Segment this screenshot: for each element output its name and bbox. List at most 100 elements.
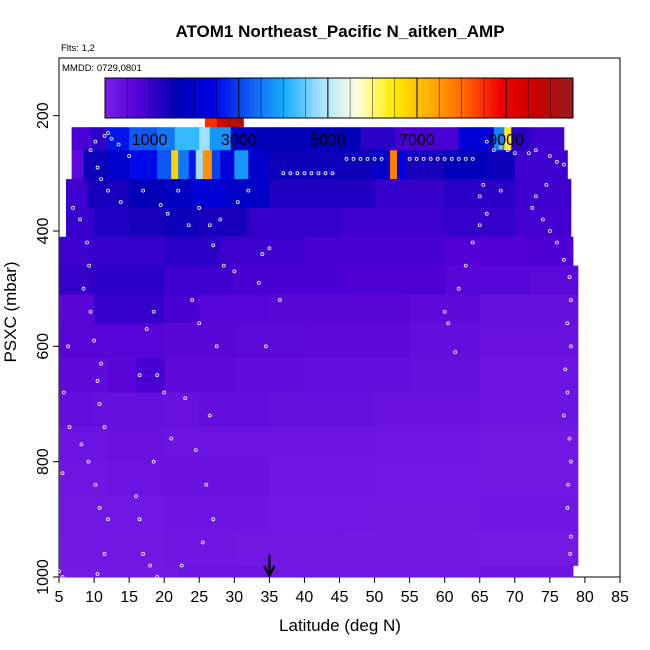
- heatmap-cell: [409, 357, 481, 393]
- observation-point: [477, 194, 482, 199]
- heatmap-cell: [248, 150, 270, 180]
- heatmap-cell: [199, 294, 270, 324]
- x-tick-label: 65: [471, 589, 489, 606]
- colorbar-segment: [463, 78, 469, 118]
- colorbar-segment: [206, 78, 211, 118]
- observation-point: [207, 223, 212, 228]
- colorbar-segment: [413, 78, 418, 118]
- heatmap-cell: [230, 127, 256, 151]
- heatmap-cell: [339, 265, 446, 295]
- heatmap-cell: [479, 461, 579, 497]
- heatmap-cell: [234, 150, 249, 180]
- heatmap-cell: [486, 150, 516, 180]
- observation-point: [169, 436, 174, 441]
- observation-point: [190, 298, 195, 303]
- observation-point: [569, 459, 573, 464]
- heatmap-cell: [409, 323, 481, 359]
- colorbar-segment: [440, 78, 445, 118]
- observation-point: [554, 240, 559, 245]
- observation-point: [344, 157, 349, 161]
- colorbar-segment: [144, 78, 149, 118]
- observation-point: [428, 157, 433, 161]
- heatmap-cell: [234, 323, 305, 359]
- heatmap-cell: [209, 127, 232, 151]
- heatmap-cell: [164, 530, 235, 566]
- colorbar-segment: [257, 78, 262, 118]
- colorbar-segment: [303, 78, 309, 118]
- heatmap-cell: [129, 127, 158, 151]
- x-tick-label: 75: [541, 589, 559, 606]
- heatmap-cell: [479, 530, 579, 566]
- heatmap-cell: [59, 461, 109, 497]
- observation-point: [87, 263, 92, 268]
- colorbar-segment: [358, 78, 363, 118]
- x-tick-label: 55: [401, 589, 419, 606]
- colorbar-segment: [366, 78, 371, 118]
- observation-point: [235, 200, 240, 205]
- colorbar-segment: [132, 78, 137, 118]
- observation-point: [288, 171, 293, 176]
- observation-point: [267, 246, 272, 251]
- colorbar-segment: [456, 78, 461, 118]
- heatmap-cell: [220, 150, 235, 180]
- heatmap-cell: [374, 179, 446, 209]
- colorbar-segment: [225, 78, 231, 118]
- observation-point: [407, 157, 412, 161]
- observation-point: [567, 275, 572, 280]
- colorbar-segment: [194, 78, 199, 118]
- heatmap-cell: [94, 207, 130, 238]
- colorbar-segment: [541, 78, 547, 118]
- heatmap-cell: [444, 207, 516, 238]
- colorbar-segment: [272, 78, 277, 118]
- colorbar-segment: [459, 78, 465, 118]
- colorbar-segment: [288, 78, 293, 118]
- heatmap-cell: [479, 323, 579, 359]
- heatmap-cell: [234, 357, 305, 393]
- colorbar-segment: [530, 78, 535, 118]
- x-tick-label: 40: [296, 589, 314, 606]
- colorbar-tick-label: 9000: [488, 132, 524, 149]
- colorbar-segment: [186, 78, 192, 118]
- heatmap-cell: [129, 150, 158, 180]
- y-axis-label: PSXC (mbar): [1, 261, 20, 362]
- heatmap-cell: [164, 179, 193, 209]
- observation-point: [99, 361, 103, 366]
- observation-point: [263, 344, 268, 349]
- colorbar-segment: [292, 78, 297, 118]
- heatmap-cell: [479, 427, 579, 463]
- heatmap-cell: [164, 427, 270, 463]
- colorbar-segment: [444, 78, 449, 118]
- heatmap-cell: [71, 150, 84, 180]
- heatmap-cell: [248, 207, 340, 238]
- observation-point: [66, 344, 71, 349]
- colorbar-segment: [471, 78, 476, 118]
- x-tick-label: 45: [331, 589, 349, 606]
- observation-point: [57, 569, 61, 574]
- colorbar-segment: [452, 78, 457, 118]
- colorbar-segment: [420, 78, 426, 118]
- observation-point: [155, 575, 160, 579]
- observation-point: [484, 211, 489, 216]
- heatmap-cell: [360, 127, 396, 151]
- heatmap-cell: [108, 127, 130, 151]
- heatmap-cell: [59, 294, 95, 324]
- observation-point: [176, 188, 181, 193]
- colorbar-segment: [331, 78, 336, 118]
- observation-point: [106, 131, 110, 135]
- heatmap-cell: [304, 357, 411, 393]
- observation-point: [554, 159, 559, 164]
- heatmap-cell: [339, 294, 411, 324]
- observation-point: [281, 171, 286, 176]
- colorbar-segment: [514, 78, 519, 118]
- colorbar-segment: [491, 78, 496, 118]
- observation-point: [330, 171, 335, 176]
- colorbar-segment: [112, 78, 118, 118]
- colorbar-segment: [179, 78, 184, 118]
- observation-point: [179, 563, 184, 568]
- colorbar-segment: [350, 78, 355, 118]
- heatmap-cell: [528, 236, 574, 266]
- heatmap-cell: [199, 207, 249, 238]
- heatmap-cell: [188, 150, 197, 180]
- x-tick-label: 80: [576, 589, 594, 606]
- observation-point: [544, 182, 549, 187]
